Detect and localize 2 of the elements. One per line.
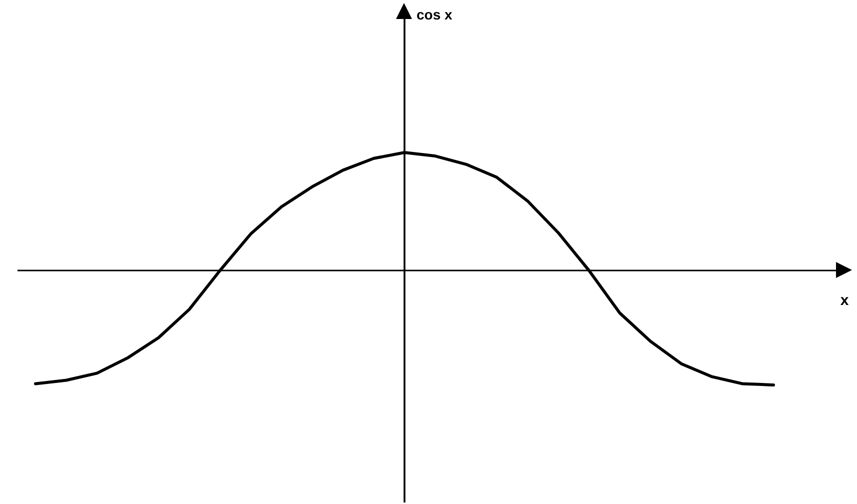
- text: cos x: [416, 6, 453, 22]
- x-axis-title: x: [840, 292, 850, 309]
